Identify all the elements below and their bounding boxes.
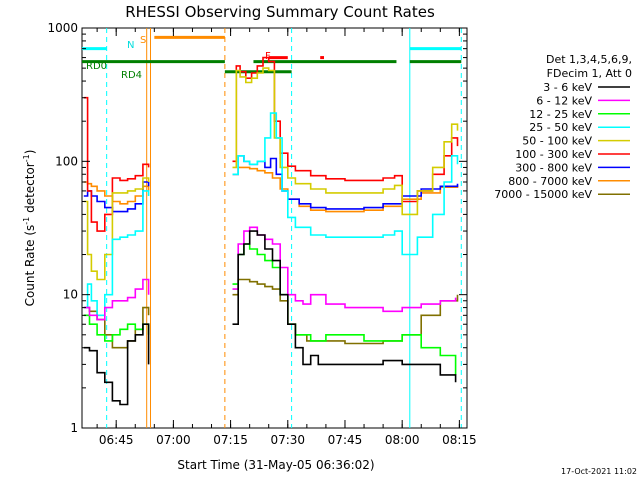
legend-label: 12 - 25 keV: [529, 108, 592, 121]
x-tick-label: 07:45: [328, 433, 363, 447]
x-axis-label: Start Time (31-May-05 06:36:02): [177, 458, 374, 472]
legend-label: 3 - 6 keV: [543, 81, 592, 94]
x-tick-label: 07:30: [270, 433, 305, 447]
legend-header-detectors: Det 1,3,4,5,6,9,: [546, 53, 632, 66]
legend-header-decimation: FDecim 1, Att 0: [547, 67, 632, 80]
legend-label: 25 - 50 keV: [529, 121, 592, 134]
series-line-100-300-kev: [83, 96, 150, 232]
y-tick-label: 10: [63, 288, 78, 302]
plot-frame: [81, 27, 468, 429]
y-axis: 1 10 100 1000: [47, 21, 467, 435]
flag-label-rd4: RD4: [121, 70, 142, 81]
flag-label-rd0: RD0: [86, 61, 107, 72]
series-line-800-7000-kev: [232, 166, 459, 213]
y-tick-label: 1000: [47, 21, 78, 35]
series-line-6-12-kev: [83, 278, 150, 321]
vertical-markers: [106, 28, 462, 428]
flag-label-f: F: [265, 51, 271, 62]
series-line-50-100-kev: [83, 177, 150, 281]
legend-label: 100 - 300 keV: [515, 148, 592, 161]
flag-label-n: N: [127, 40, 134, 51]
legend-label: 800 - 7000 keV: [508, 175, 592, 188]
legend-label: 300 - 800 keV: [515, 161, 592, 174]
x-tick-label: 08:00: [385, 433, 420, 447]
flag-label-s: S: [140, 35, 146, 46]
y-axis-label: Count Rate (s-1 detector-1): [22, 150, 37, 307]
series-line-50-100-kev: [232, 67, 459, 216]
legend-label: 6 - 12 keV: [536, 94, 592, 107]
legend: Det 1,3,4,5,6,9, FDecim 1, Att 0 3 - 6 k…: [494, 53, 632, 201]
series-line-25-50-kev: [232, 112, 459, 256]
series-line-3-6-kev: [232, 230, 457, 383]
x-tick-label: 07:00: [156, 433, 191, 447]
series-line-25-50-kev: [83, 190, 150, 317]
x-tick-label: 06:45: [99, 433, 134, 447]
legend-label: 7000 - 15000 keV: [494, 188, 592, 201]
x-axis: 06:45 07:00 07:15 07:30 07:45 08:00 08:15: [96, 28, 477, 447]
legend-label: 50 - 100 keV: [522, 135, 592, 148]
chart-title: RHESSI Observing Summary Count Rates: [125, 3, 435, 21]
timestamp: 17-Oct-2021 11:02: [561, 467, 637, 476]
y-tick-label: 100: [55, 154, 78, 168]
x-tick-label: 07:15: [213, 433, 248, 447]
series-layer: [83, 56, 459, 406]
y-tick-label: 1: [70, 421, 78, 435]
x-tick-label: 08:15: [442, 433, 477, 447]
plot-area: [81, 27, 468, 429]
series-line-6-12-kev: [232, 226, 457, 313]
series-line-3-6-kev: [83, 323, 150, 406]
